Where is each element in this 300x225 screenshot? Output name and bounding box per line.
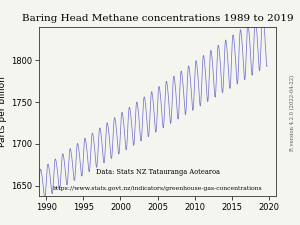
Text: https://www.stats.govt.nz/indicators/greenhouse-gas-concentrations: https://www.stats.govt.nz/indicators/gre… [52, 186, 262, 191]
Y-axis label: Parts per billion: Parts per billion [0, 76, 7, 147]
Text: R version 4.2.0 (2022-04-22): R version 4.2.0 (2022-04-22) [290, 74, 296, 151]
Text: Data: Stats NZ Tatauranga Aotearoa: Data: Stats NZ Tatauranga Aotearoa [95, 167, 220, 176]
Title: Baring Head Methane concentrations 1989 to 2019: Baring Head Methane concentrations 1989 … [22, 14, 293, 23]
